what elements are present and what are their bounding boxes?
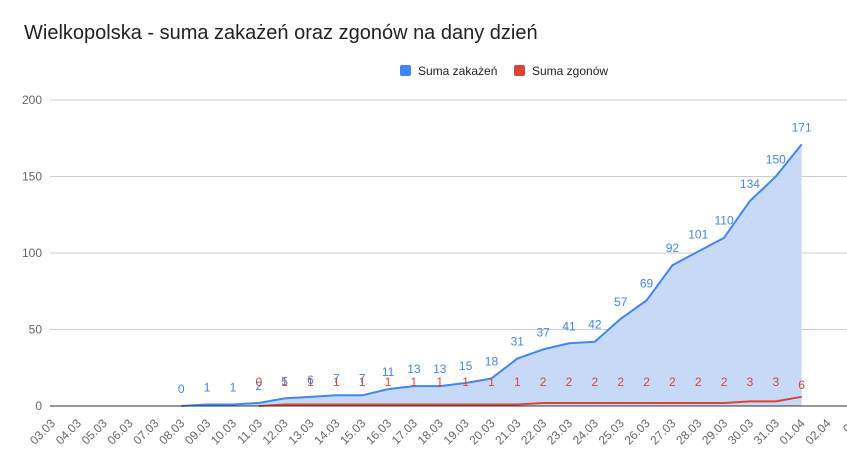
data-label: 13 <box>433 362 447 376</box>
x-tick-label: 30.03 <box>725 416 756 447</box>
x-tick-label: 26.03 <box>622 416 653 447</box>
data-label: 57 <box>614 295 628 309</box>
data-label: 1 <box>230 380 237 394</box>
x-tick-label: 28.03 <box>673 416 704 447</box>
chart-title: Wielkopolska - suma zakażeń oraz zgonów … <box>24 22 538 44</box>
x-tick-label: 16.03 <box>363 416 394 447</box>
x-tick-label: 03 <box>840 416 847 436</box>
data-label: 2 <box>540 375 547 389</box>
y-tick-label: 200 <box>22 93 42 107</box>
data-label: 37 <box>536 325 550 339</box>
x-tick-label: 18.03 <box>415 416 446 447</box>
data-label: 42 <box>588 318 602 332</box>
y-tick-label: 100 <box>22 246 42 260</box>
data-label: 11 <box>382 365 395 379</box>
x-tick-label: 22.03 <box>518 416 549 447</box>
data-label: 41 <box>562 319 576 333</box>
legend-swatch <box>514 65 525 76</box>
legend-swatch <box>400 65 411 76</box>
data-label: 6 <box>307 373 314 387</box>
data-label: 2 <box>617 375 624 389</box>
x-tick-label: 05.03 <box>79 416 110 447</box>
data-label: 110 <box>715 214 734 228</box>
x-tick-label: 13.03 <box>285 416 316 447</box>
x-tick-label: 21.03 <box>492 416 523 447</box>
legend-label: Suma zgonów <box>532 64 608 78</box>
x-tick-label: 02.04 <box>802 416 833 447</box>
x-tick-label: 03.03 <box>27 416 58 447</box>
x-tick-label: 07.03 <box>130 416 161 447</box>
x-tick-label: 12.03 <box>260 416 291 447</box>
y-tick-label: 0 <box>35 399 42 413</box>
x-tick-label: 15.03 <box>337 416 368 447</box>
data-label: 0 <box>178 382 185 396</box>
data-label: 1 <box>307 375 314 389</box>
x-tick-label: 25.03 <box>596 416 627 447</box>
series-line-1 <box>258 395 802 407</box>
area-layer <box>181 144 802 406</box>
x-tick-label: 31.03 <box>751 416 782 447</box>
x-tick-label: 23.03 <box>544 416 575 447</box>
data-label: 1 <box>281 375 288 389</box>
data-label: 1 <box>359 375 366 389</box>
data-label: 6 <box>798 378 805 392</box>
data-label: 1 <box>204 380 211 394</box>
x-tick-label: 17.03 <box>389 416 420 447</box>
x-tick-label: 29.03 <box>699 416 730 447</box>
data-label: 0 <box>255 375 262 389</box>
data-label: 1 <box>462 375 469 389</box>
data-label: 3 <box>747 375 754 389</box>
x-tick-label: 01.04 <box>777 416 808 447</box>
data-label: 1 <box>488 375 495 389</box>
x-tick-label: 10.03 <box>208 416 239 447</box>
data-label: 1 <box>411 375 418 389</box>
x-tick-label: 06.03 <box>105 416 136 447</box>
data-label: 18 <box>485 354 499 368</box>
data-label: 31 <box>511 335 525 349</box>
data-label: 2 <box>721 375 728 389</box>
data-label: 92 <box>666 241 680 255</box>
data-label: 101 <box>688 227 708 241</box>
data-label: 1 <box>436 375 443 389</box>
y-tick-label: 50 <box>29 323 43 337</box>
data-label: 7 <box>333 371 340 385</box>
data-label: 2 <box>669 375 676 389</box>
data-label: 3 <box>772 375 779 389</box>
x-tick-label: 04.03 <box>53 416 84 447</box>
x-tick-label: 20.03 <box>466 416 497 447</box>
x-tick-label: 24.03 <box>570 416 601 447</box>
data-label: 69 <box>640 276 654 290</box>
data-label: 13 <box>407 362 421 376</box>
legend-label: Suma zakażeń <box>418 64 497 78</box>
legend: Suma zakażeń Suma zgonów <box>400 64 608 78</box>
data-label: 2 <box>255 379 262 393</box>
y-tick-label: 150 <box>22 170 42 184</box>
data-label: 1 <box>385 375 392 389</box>
line-layer <box>181 143 803 407</box>
x-tick-label: 14.03 <box>311 416 342 447</box>
x-tick-label: 08.03 <box>156 416 187 447</box>
data-label: 171 <box>792 120 812 134</box>
data-label: 1 <box>333 375 340 389</box>
x-tick-label: 09.03 <box>182 416 213 447</box>
data-label: 5 <box>281 374 288 388</box>
data-label: 1 <box>514 375 521 389</box>
data-label: 2 <box>643 375 650 389</box>
data-label: 150 <box>766 153 786 167</box>
x-tick-label: 19.03 <box>441 416 472 447</box>
series-line-0 <box>181 143 803 407</box>
series-area-0 <box>181 144 802 406</box>
data-label: 2 <box>592 375 599 389</box>
data-label: 2 <box>566 375 573 389</box>
data-label: 15 <box>459 359 473 373</box>
data-label: 134 <box>740 177 760 191</box>
data-label: 2 <box>695 375 702 389</box>
data-label: 7 <box>359 371 366 385</box>
x-tick-label: 27.03 <box>647 416 678 447</box>
x-tick-label: 11.03 <box>234 416 265 447</box>
